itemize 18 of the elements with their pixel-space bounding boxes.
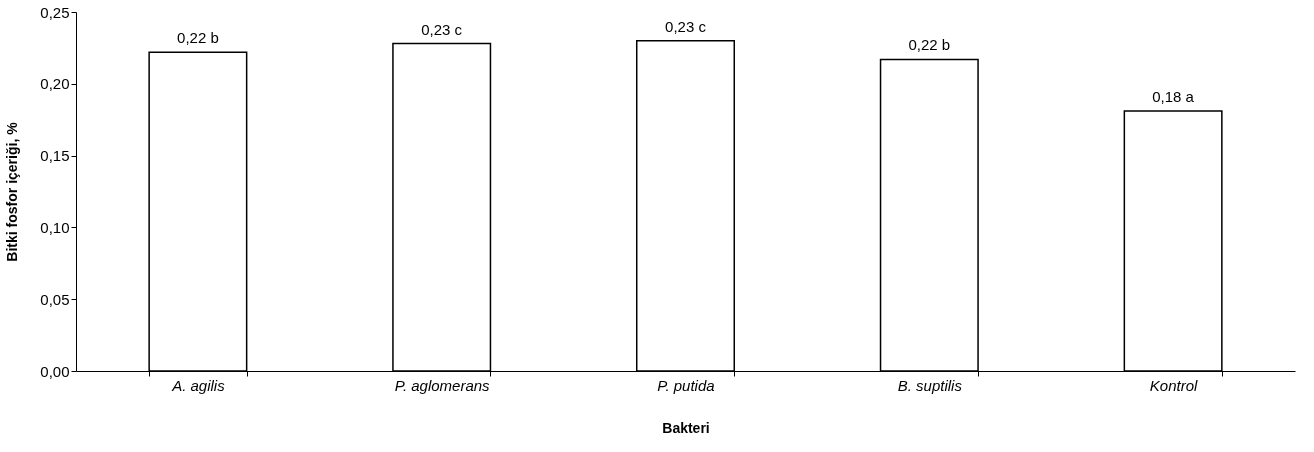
x-tick-label: Kontrol [1149, 376, 1199, 394]
x-tick-label: P. aglomerans [394, 376, 491, 394]
data-label: 0,23 c [665, 17, 707, 35]
x-axis-title: Bakteri [662, 419, 710, 436]
x-tick-label: A. agilis [171, 376, 226, 394]
y-tick-label: 0,00 [40, 362, 70, 380]
data-label: 0,22 b [177, 29, 219, 47]
x-tick-label: P. putida [657, 376, 715, 394]
data-label: 0,23 c [421, 20, 463, 38]
y-tick-label: 0,05 [40, 290, 70, 308]
y-tick-label: 0,20 [40, 75, 70, 93]
y-tick-label: 0,10 [40, 218, 70, 236]
y-tick-label: 0,15 [40, 147, 70, 165]
x-tick-label: B. suptilis [897, 376, 963, 394]
data-label: 0,22 b [908, 36, 951, 54]
y-axis-title: Bitki fosfor içeriği, % [4, 121, 21, 262]
data-label: 0,18 a [1152, 88, 1195, 106]
y-tick-label: 0,25 [40, 3, 70, 21]
